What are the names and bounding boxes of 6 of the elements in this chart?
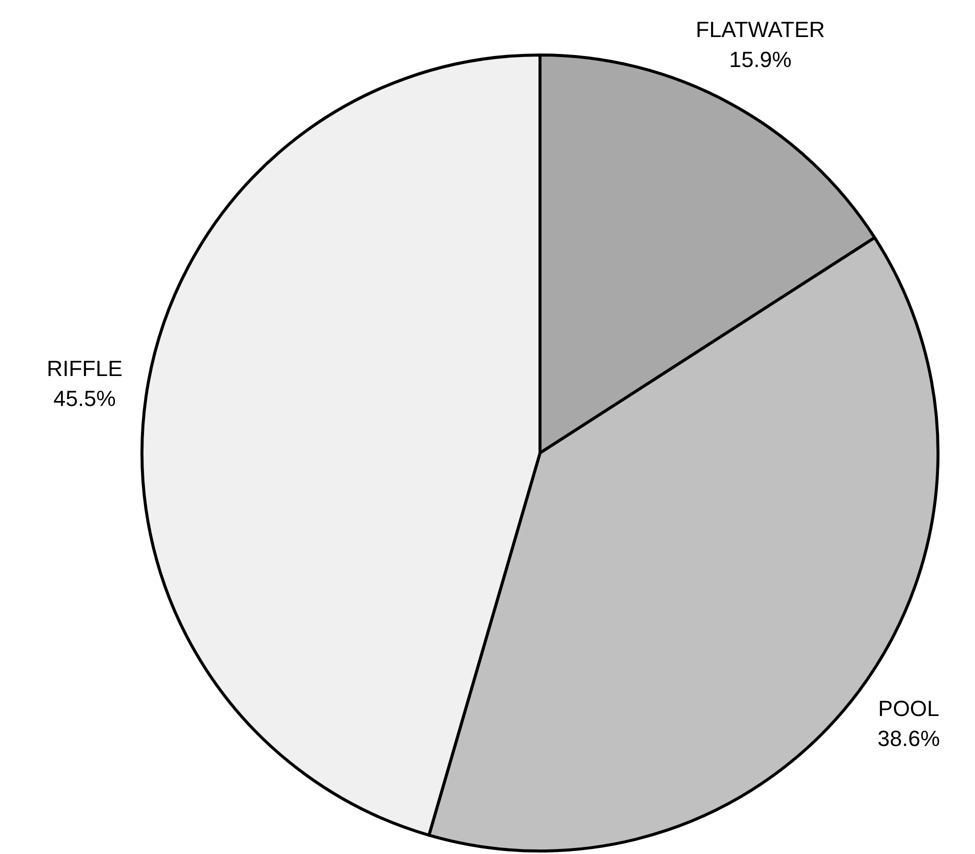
- data-label: 15.9%: [729, 47, 792, 72]
- slice-label: RIFFLE: [46, 356, 122, 382]
- data-label: 38.6%: [878, 726, 940, 752]
- slice-label: POOL: [878, 696, 940, 722]
- data-label: 45.5%: [53, 386, 116, 412]
- slice-label: FLATWATER: [696, 17, 825, 42]
